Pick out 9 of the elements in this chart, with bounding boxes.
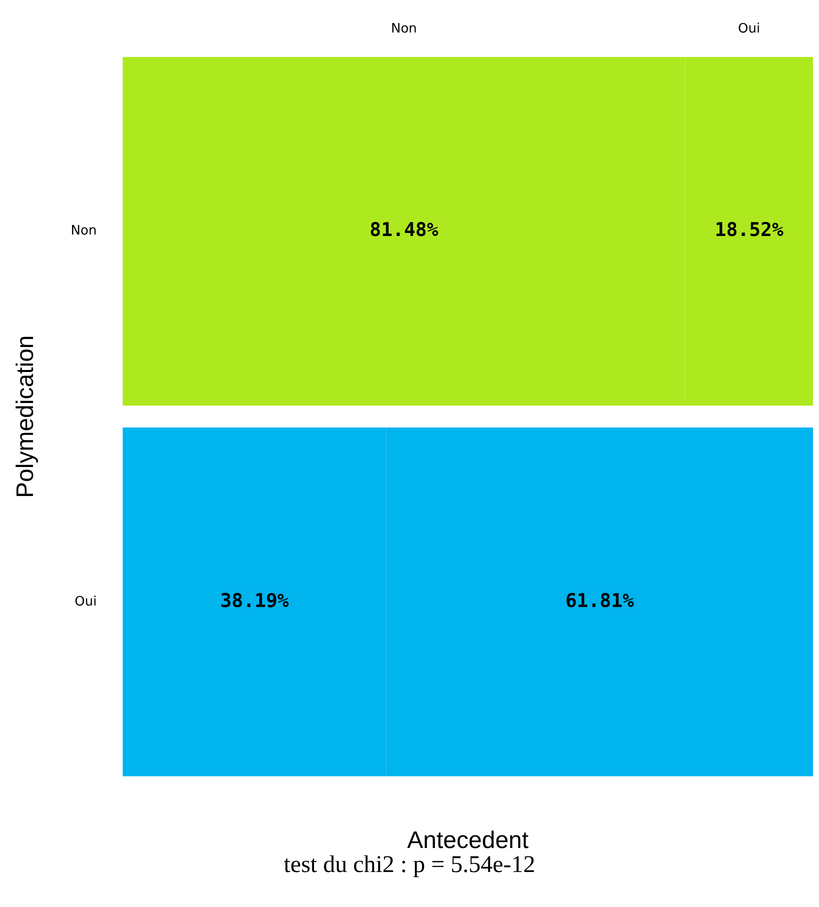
y-axis-title: Polymedication <box>12 335 40 498</box>
data-label: 38.19% <box>220 590 290 612</box>
series-label: Non <box>390 21 417 36</box>
data-label: 61.81% <box>565 590 635 612</box>
data-label: 18.52% <box>714 219 784 242</box>
text: test du chi2 : p = 5.54e-12 <box>282 852 536 879</box>
x-axis-title: Antecedent <box>407 827 529 854</box>
data-label: 81.48% <box>370 219 439 242</box>
series-label: Oui <box>738 21 760 36</box>
